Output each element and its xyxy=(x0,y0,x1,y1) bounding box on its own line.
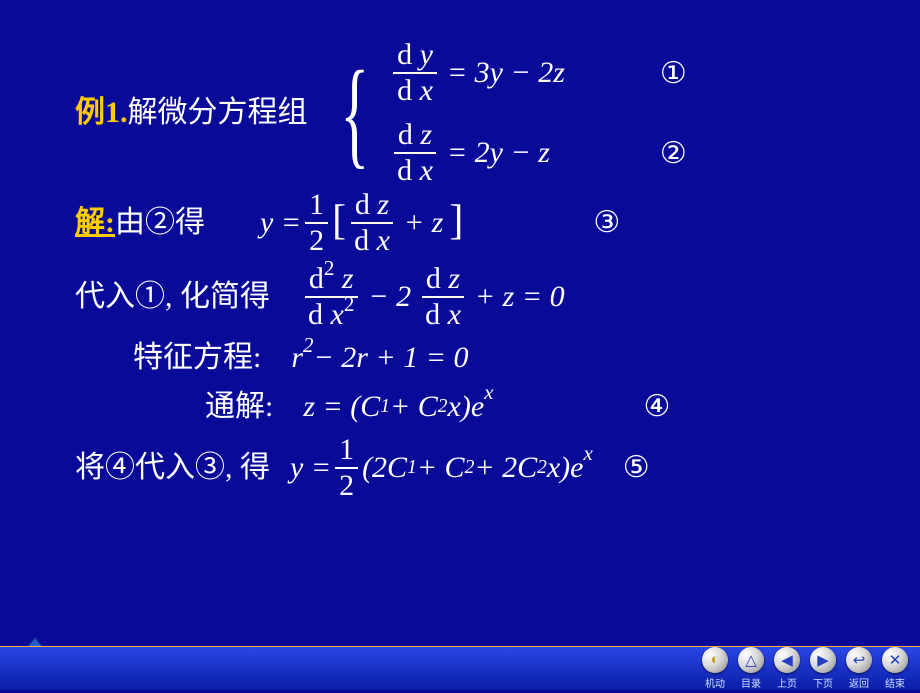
nav-icon: ▶ xyxy=(810,647,836,673)
circled-2: ② xyxy=(660,136,687,171)
solve-label: 解: xyxy=(75,203,115,244)
example-label: 例1. xyxy=(75,93,128,134)
y-eq-2: y = xyxy=(290,448,331,489)
brace-system: { d y d x = 3y − 2z ① d z d x = 2y − z xyxy=(326,40,687,186)
nav-icon: △ xyxy=(738,647,764,673)
plus-2c2x: + 2C xyxy=(474,448,537,489)
row-general-solution: 通解: z = (C1 + C2 x)ex ④ xyxy=(205,387,860,428)
plus-z-eq-0: + z = 0 xyxy=(475,277,565,318)
x-close-e: x)e xyxy=(448,387,485,428)
nav-icon: ↩ xyxy=(846,647,872,673)
nav-button-4[interactable]: ↩ 返回 xyxy=(846,647,872,690)
row-char-eq: 特征方程: r2 − 2r + 1 = 0 xyxy=(133,338,860,379)
z-eq: z = (C xyxy=(303,387,380,428)
slide-content: 例1. 解微分方程组 { d y d x = 3y − 2z ① d z d x xyxy=(0,0,920,501)
plus-c2: + C xyxy=(390,387,438,428)
plus-c2b: + C xyxy=(417,448,465,489)
row-problem: 例1. 解微分方程组 { d y d x = 3y − 2z ① d z d x xyxy=(75,40,860,186)
nav-button-5[interactable]: ✕ 结束 xyxy=(882,647,908,690)
nav-icon: ◐ xyxy=(702,647,728,673)
right-bracket: ] xyxy=(449,193,463,250)
char-rest: − 2r + 1 = 0 xyxy=(314,338,469,379)
char-eq-label: 特征方程: xyxy=(133,338,261,379)
nav-area: ◐ 机动 △ 目录 ◀ 上页 ▶ 下页 ↩ 返回 ✕ 结束 xyxy=(702,647,908,690)
row-substitute-43: 将④代入③, 得 y = 1 2 (2C1 + C2 + 2C2 x)ex ⑤ xyxy=(75,435,860,501)
circled-4: ④ xyxy=(643,387,670,428)
nav-button-2[interactable]: ◀ 上页 xyxy=(774,647,800,690)
eq2-rhs: = 2y − z xyxy=(447,136,550,170)
minus-2: − 2 xyxy=(368,277,411,318)
equation-1: d y d x = 3y − 2z ① xyxy=(389,40,687,106)
x-close-e2: x)e xyxy=(547,448,584,489)
nav-label: 上页 xyxy=(777,675,797,690)
nav-button-1[interactable]: △ 目录 xyxy=(738,647,764,690)
nav-label: 下页 xyxy=(813,675,833,690)
row-solve: 解: 由②得 y = 1 2 [ d z d x + z ] ③ xyxy=(75,190,860,256)
circled-5: ⑤ xyxy=(623,448,650,489)
footer-bar: ◐ 机动 △ 目录 ◀ 上页 ▶ 下页 ↩ 返回 ✕ 结束 xyxy=(0,646,920,690)
nav-label: 目录 xyxy=(741,675,761,690)
problem-text: 解微分方程组 xyxy=(128,93,308,134)
sub1-text: 代入①, 化简得 xyxy=(75,277,270,318)
y-equals: y = xyxy=(260,203,301,244)
nav-button-0[interactable]: ◐ 机动 xyxy=(702,647,728,690)
2c1: (2C xyxy=(362,448,407,489)
nav-icon: ◀ xyxy=(774,647,800,673)
r: r xyxy=(291,338,303,379)
plus-z: + z xyxy=(404,203,443,244)
nav-label: 返回 xyxy=(849,675,869,690)
row-substitute-1: 代入①, 化简得 d2 z d x2 − 2 d z d x + z = 0 xyxy=(75,264,860,330)
eq1-rhs: = 3y − 2z xyxy=(447,56,565,90)
nav-button-3[interactable]: ▶ 下页 xyxy=(810,647,836,690)
circled-3: ③ xyxy=(593,203,620,244)
left-brace: { xyxy=(340,65,369,161)
left-bracket: [ xyxy=(332,193,346,250)
nav-icon: ✕ xyxy=(882,647,908,673)
equation-2: d z d x = 2y − z ② xyxy=(389,120,687,186)
sub43-text: 将④代入③, 得 xyxy=(75,448,270,489)
from-2-text: 由②得 xyxy=(115,203,205,244)
circled-1: ① xyxy=(660,56,687,91)
nav-label: 结束 xyxy=(885,675,905,690)
nav-label: 机动 xyxy=(705,675,725,690)
gen-sol-label: 通解: xyxy=(205,387,273,428)
